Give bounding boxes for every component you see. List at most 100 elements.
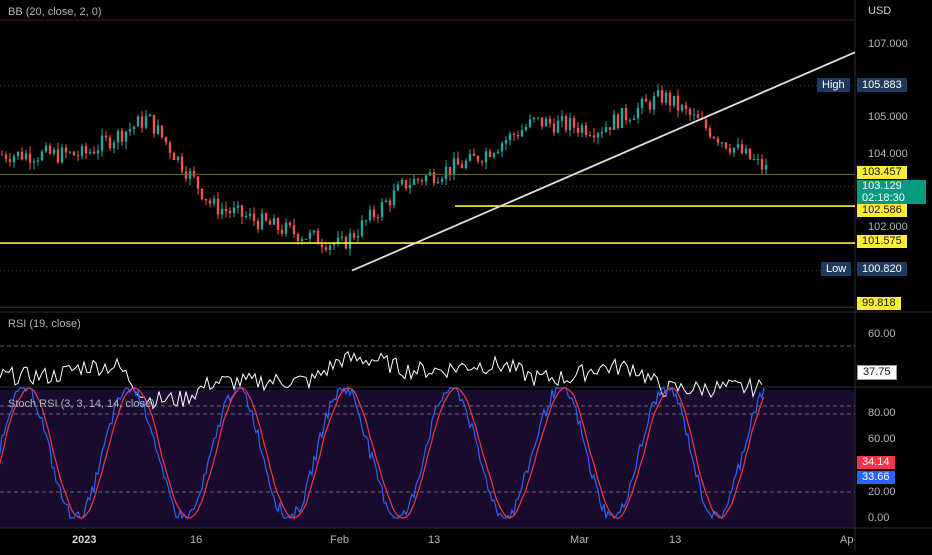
candle-body — [276, 218, 280, 230]
bb-indicator-label[interactable]: BB (20, close, 2, 0) — [8, 6, 102, 18]
candle-body — [472, 153, 476, 156]
candle-body — [176, 156, 180, 160]
candle-body — [684, 105, 688, 110]
candle-body — [760, 158, 764, 170]
candle-body — [256, 220, 260, 230]
candle-body — [360, 220, 364, 236]
candle-body — [628, 119, 632, 121]
candle-body — [564, 116, 568, 131]
candle-body — [140, 116, 144, 128]
candle-body — [476, 155, 480, 162]
candle-body — [300, 239, 304, 242]
candle-body — [440, 178, 444, 182]
candle-body — [156, 125, 160, 134]
candle-body — [556, 120, 560, 133]
stoch-tick-label: 80.00 — [868, 407, 896, 419]
candle-body — [756, 158, 760, 160]
candle-body — [708, 128, 712, 137]
candle-body — [356, 235, 360, 238]
time-tick-label: 13 — [669, 534, 682, 546]
candle-body — [512, 133, 516, 136]
candle-body — [56, 149, 60, 163]
candle-body — [408, 184, 412, 189]
candle-body — [216, 198, 220, 215]
trendline — [351, 51, 856, 272]
candle-body — [4, 154, 8, 160]
candle-body — [444, 166, 448, 179]
candle-body — [704, 119, 708, 129]
candle-body — [204, 199, 208, 201]
rsi-indicator-label[interactable]: RSI (19, close) — [8, 318, 81, 330]
candle-body — [424, 175, 428, 182]
candle-body — [560, 116, 564, 121]
candle-body — [236, 205, 240, 208]
candle-body — [536, 117, 540, 119]
candle-body — [52, 149, 56, 154]
candle-body — [208, 200, 212, 204]
candle-body — [712, 136, 716, 139]
time-tick-label: 2023 — [72, 534, 97, 546]
candle-body — [660, 90, 664, 103]
candle-body — [420, 180, 424, 182]
candle-body — [492, 153, 496, 157]
low-label: Low — [821, 262, 852, 276]
price-tick-label: 102.000 — [868, 221, 908, 233]
candle-body — [732, 147, 736, 153]
last-price-value: 103.129 — [862, 180, 902, 192]
candle-body — [392, 190, 396, 206]
candle-body — [160, 125, 164, 138]
candle-body — [608, 127, 612, 130]
currency-label[interactable]: USD — [868, 5, 892, 17]
candle-body — [72, 151, 76, 156]
candle-body — [672, 95, 676, 106]
candle-body — [652, 96, 656, 110]
candle-body — [64, 147, 68, 153]
candle-body — [488, 151, 492, 157]
candle-body — [644, 98, 648, 102]
rsi-line — [0, 350, 763, 410]
candle-body — [604, 127, 608, 133]
candle-body — [412, 178, 416, 185]
stoch-tick-label: 0.00 — [868, 512, 890, 524]
level-badge: 101.575 — [857, 235, 907, 248]
candle-body — [456, 158, 460, 165]
candle-body — [88, 151, 92, 154]
candle-body — [80, 146, 84, 157]
candle-body — [244, 216, 248, 218]
candle-body — [520, 130, 524, 137]
candle-body — [664, 92, 668, 103]
candle-body — [164, 137, 168, 143]
candle-body — [20, 151, 24, 160]
candle-body — [640, 98, 644, 108]
rsi-value-badge: 37.75 — [857, 365, 897, 380]
candle-body — [320, 244, 324, 248]
candle-body — [648, 101, 652, 110]
candle-body — [48, 145, 52, 154]
candle-body — [12, 156, 16, 163]
candle-body — [268, 220, 272, 225]
candle-body — [592, 135, 596, 138]
candle-body — [212, 198, 216, 204]
candle-body — [368, 209, 372, 221]
candle-body — [332, 243, 336, 246]
candle-body — [336, 237, 340, 244]
candle-body — [540, 117, 544, 127]
candle-body — [388, 200, 392, 206]
candle-body — [112, 142, 116, 149]
stoch-indicator-label[interactable]: Stoch RSI (3, 3, 14, 14, close) — [8, 398, 155, 410]
candle-body — [516, 135, 520, 137]
candle-body — [436, 181, 440, 184]
candle-body — [624, 108, 628, 121]
candle-body — [376, 217, 380, 219]
candle-body — [416, 178, 420, 181]
time-tick-label: Mar — [570, 534, 589, 546]
candle-body — [168, 142, 172, 153]
candle-body — [104, 135, 108, 138]
candle-body — [308, 232, 312, 239]
candle-body — [60, 147, 64, 163]
candle-body — [8, 159, 12, 163]
candle-body — [340, 236, 344, 238]
candle-body — [40, 151, 44, 161]
